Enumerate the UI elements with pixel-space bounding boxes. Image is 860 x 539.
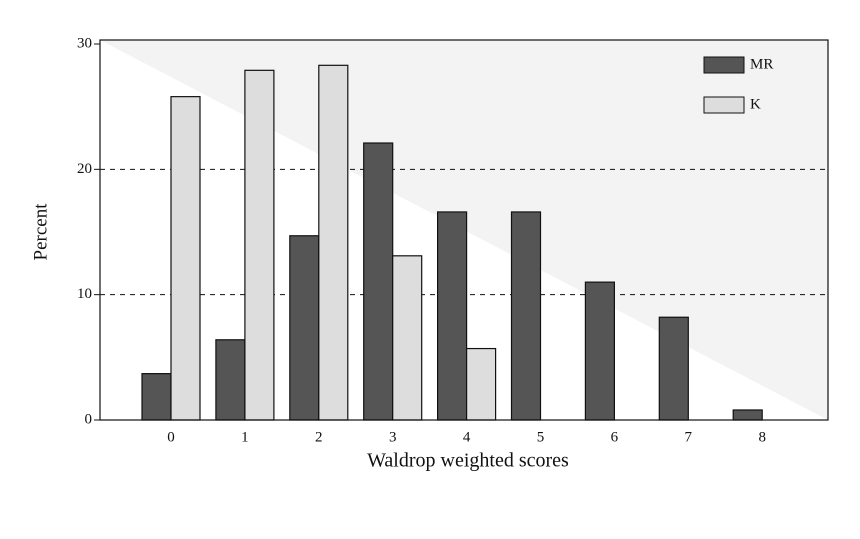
x-tick-label: 3 <box>389 429 397 445</box>
bar <box>658 316 689 421</box>
legend-label: K <box>750 96 761 112</box>
bar <box>141 373 172 421</box>
x-tick-label: 1 <box>241 429 249 445</box>
legend-swatch <box>703 56 745 74</box>
y-axis-label: Percent <box>30 203 51 261</box>
bar <box>289 235 320 421</box>
bar <box>170 96 201 421</box>
legend-swatch <box>703 96 745 114</box>
bar <box>215 339 246 421</box>
bar <box>466 347 497 421</box>
x-tick-label: 0 <box>167 429 175 445</box>
x-tick-label: 4 <box>463 429 471 445</box>
bar <box>584 281 616 421</box>
x-tick-label: 2 <box>315 429 323 445</box>
x-tick-label: 5 <box>537 429 545 445</box>
x-tick-label: 6 <box>611 429 619 445</box>
bar <box>732 409 763 421</box>
y-tick-label: 30 <box>77 35 92 51</box>
x-tick-label: 7 <box>685 429 693 445</box>
y-tick-label: 10 <box>77 286 92 302</box>
x-axis-label: Waldrop weighted scores <box>367 450 569 472</box>
plot-frame <box>99 39 829 421</box>
bar <box>244 69 275 421</box>
bar <box>392 255 423 421</box>
x-tick-label: 8 <box>758 429 766 445</box>
y-tick-label: 0 <box>85 411 93 427</box>
bar <box>510 211 542 421</box>
bar <box>437 211 468 421</box>
bar <box>363 142 394 421</box>
y-tick-label: 20 <box>77 161 92 177</box>
legend-label: MR <box>750 56 773 72</box>
bar <box>318 64 349 421</box>
